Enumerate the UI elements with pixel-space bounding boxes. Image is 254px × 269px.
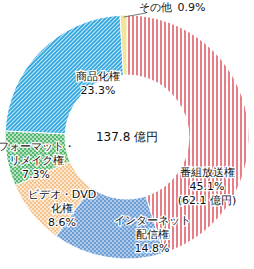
center-text: 137.8 億円 (96, 130, 158, 144)
slice-label: 番組放送権45.1%(62.1 億円) (178, 166, 237, 207)
label-line: 化権 (51, 202, 73, 215)
value-label: 0.9% (178, 1, 206, 14)
label-line: インターネット (114, 214, 191, 227)
slice-label: フォーマット・リメイク権7.3% (0, 140, 75, 181)
slice (120, 15, 127, 75)
leader-line (124, 13, 146, 17)
slice-label: 商品化権23.3% (76, 70, 120, 97)
chart: 番組放送権45.1%(62.1 億円) インターネット配信権14.8% ビデオ・DV… (0, 0, 254, 269)
slice (5, 15, 123, 134)
value-label: 23.3% (81, 84, 116, 97)
label-line: フォーマット・ (0, 140, 75, 153)
slice-label: インターネット配信権14.8% (114, 214, 191, 255)
slices (5, 15, 249, 259)
value-label: 8.6% (48, 216, 76, 229)
label-line: 配信権 (136, 228, 169, 241)
value-label: 7.3% (22, 168, 50, 181)
label-line: ビデオ・DVD (28, 188, 96, 201)
value-label: 45.1% (190, 180, 225, 193)
label-line: その他 (139, 1, 172, 14)
label-line: 番組放送権 (180, 166, 235, 179)
slice-label: ビデオ・DVD化権8.6% (28, 188, 96, 229)
value-label: 14.8% (135, 242, 170, 255)
slice-label: その他 0.9% (139, 1, 206, 14)
label-line: 商品化権 (76, 70, 120, 83)
label-line: リメイク権 (9, 154, 64, 167)
annotation: (62.1 億円) (178, 194, 237, 207)
